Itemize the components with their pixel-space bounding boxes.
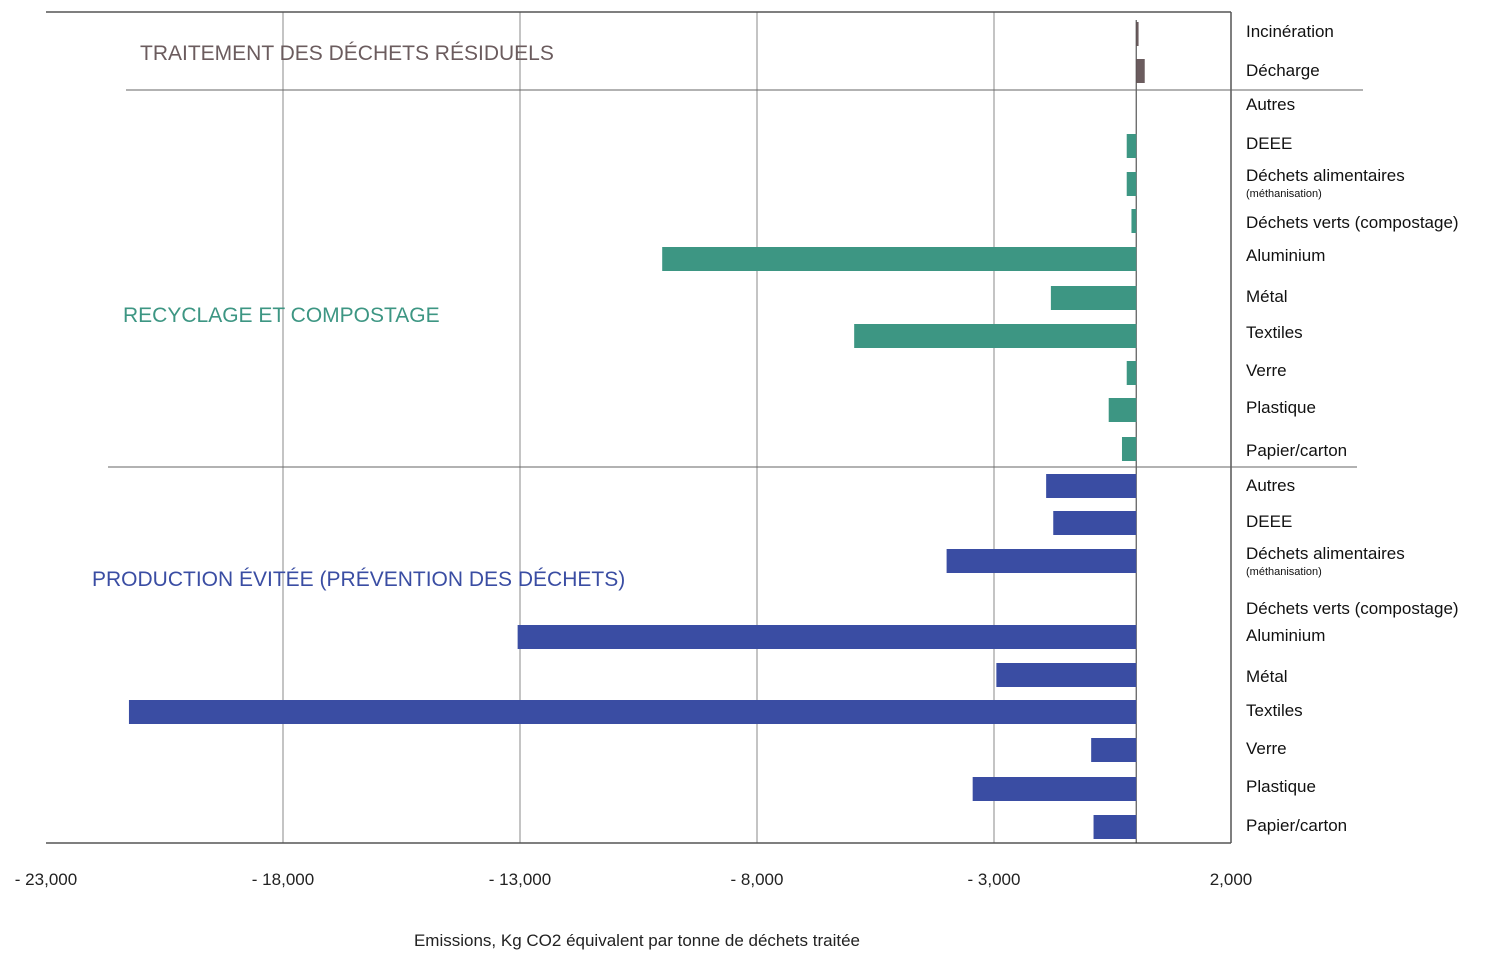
bar-3-1 [1046,474,1137,498]
group-label-3: PRODUCTION ÉVITÉE (PRÉVENTION DES DÉCHET… [92,568,625,591]
group-label-1: TRAITEMENT DES DÉCHETS RÉSIDUELS [140,42,554,65]
category-label: Déchets alimentaires [1246,544,1405,563]
bar-3-6 [996,663,1137,687]
group-label-2: RECYCLAGE ET COMPOSTAGE [123,304,440,327]
x-tick-labels: - 23,000 - 18,000 - 13,000 - 8,000 - 3,000 2,… [15,870,1252,889]
bar-2-3 [1126,172,1137,196]
category-label: Autres [1246,476,1295,495]
category-label: Métal [1246,667,1288,686]
bar-3-7 [128,700,1137,724]
x-tick-label: - 3,000 [968,870,1021,889]
category-label: Verre [1246,361,1287,380]
bar-2-4 [1131,209,1137,233]
bar-3-9 [972,777,1137,801]
bar-2-10 [1121,437,1137,461]
category-sublabel: (méthanisation) [1246,566,1322,578]
category-label: Verre [1246,739,1287,758]
category-label: Papier/carton [1246,816,1347,835]
category-label: Déchets alimentaires [1246,166,1405,185]
bar-1-2 [1136,59,1145,83]
category-label: Incinération [1246,22,1334,41]
category-label: DEEE [1246,134,1292,153]
x-tick-label: - 8,000 [731,870,784,889]
bar-3-3 [946,549,1137,573]
category-labels: Incinération Décharge Autres DEEE Déchets al… [1246,22,1459,835]
category-label: Métal [1246,287,1288,306]
bar-2-7 [854,324,1137,348]
category-label: Déchets verts (compostage) [1246,213,1459,232]
bar-2-2 [1126,134,1137,158]
group-labels: TRAITEMENT DES DÉCHETS RÉSIDUELS RECYCLAG… [92,42,625,591]
x-axis-label: Emissions, Kg CO2 équivalent par tonne d… [414,931,860,950]
bars [128,22,1145,839]
x-tick-label: - 18,000 [252,870,314,889]
category-sublabel: (méthanisation) [1246,188,1322,200]
bar-2-8 [1126,361,1137,385]
category-label: Textiles [1246,323,1303,342]
category-label: Aluminium [1246,246,1325,265]
category-label: Plastique [1246,398,1316,417]
x-tick-label: 2,000 [1210,870,1253,889]
category-label: Autres [1246,95,1295,114]
bar-3-10 [1093,815,1137,839]
x-tick-label: - 13,000 [489,870,551,889]
category-label: Déchets verts (compostage) [1246,599,1459,618]
category-label: Textiles [1246,701,1303,720]
category-label: Papier/carton [1246,441,1347,460]
bar-1-1 [1136,22,1139,46]
category-label: Aluminium [1246,626,1325,645]
bar-3-8 [1091,738,1137,762]
chart-frame [46,11,1363,844]
category-label: Décharge [1246,61,1320,80]
category-label: Plastique [1246,777,1316,796]
x-tick-label: - 23,000 [15,870,77,889]
bar-3-2 [1053,511,1137,535]
bar-2-5 [662,247,1137,271]
category-label: DEEE [1246,512,1292,531]
bar-3-5 [517,625,1137,649]
bar-2-6 [1050,286,1137,310]
bar-2-9 [1108,398,1137,422]
